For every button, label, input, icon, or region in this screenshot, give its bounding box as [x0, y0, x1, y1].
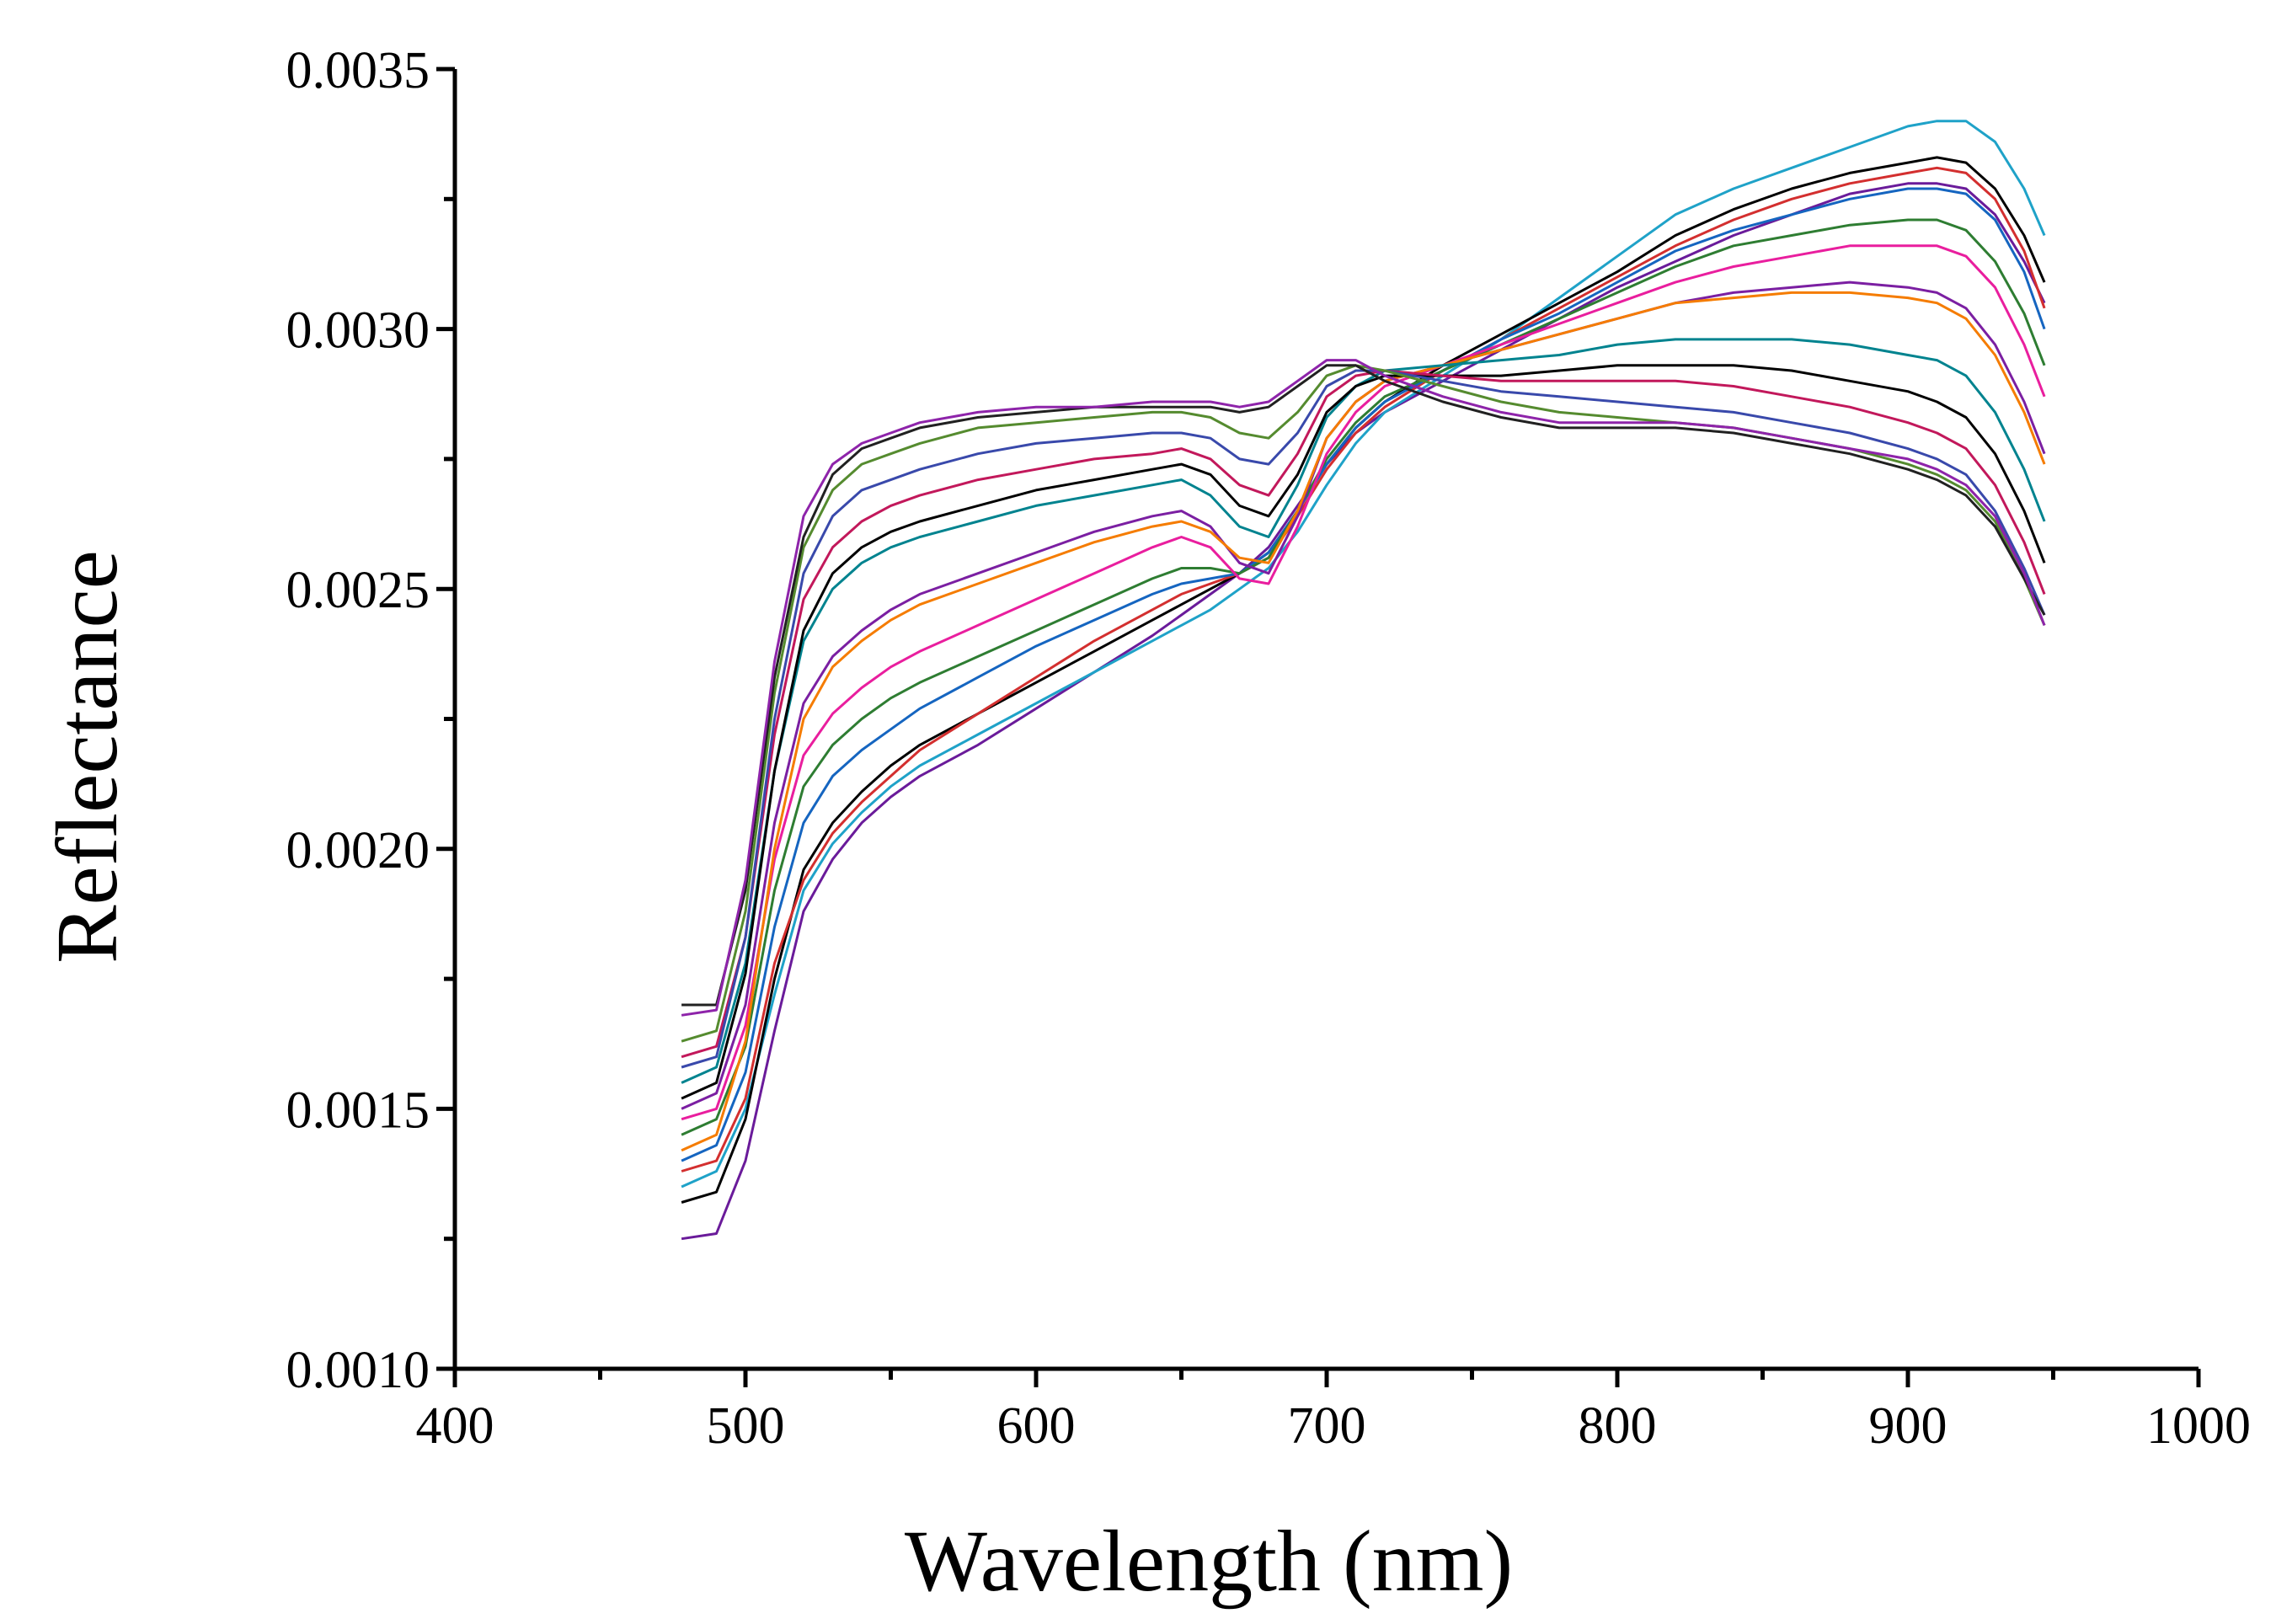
x-axis-title: Wavelength (nm) [905, 1513, 1513, 1610]
axes [452, 69, 2199, 1371]
x-tick-label: 500 [707, 1397, 785, 1455]
series-line-11 [681, 364, 2046, 1100]
series-line-10 [681, 338, 2046, 1084]
series-line-8 [681, 280, 2046, 1110]
series-line-7 [681, 244, 2046, 1121]
y-tick-label: 0.0035 [286, 42, 430, 99]
series-line-2 [681, 120, 2046, 1189]
y-tick-label: 0.0030 [286, 302, 430, 360]
series-line-3 [681, 156, 2046, 1204]
series-lines [681, 120, 2046, 1241]
y-tick-label: 0.0010 [286, 1342, 430, 1399]
x-tick-label: 700 [1288, 1397, 1366, 1455]
y-tick-label: 0.0020 [286, 822, 430, 879]
x-tick-label: 600 [997, 1397, 1076, 1455]
series-line-1 [681, 182, 2046, 1241]
y-tick-label: 0.0025 [286, 562, 430, 619]
x-tick-label: 1000 [2146, 1397, 2251, 1455]
x-ticks: 400 500 600 700 800 900 1000 [416, 1369, 2251, 1455]
y-ticks: 0.0010 0.0015 0.0020 0.0025 0.0030 0.0035 [286, 42, 455, 1399]
y-axis-title: Reflectance [39, 550, 136, 964]
series-line-9 [681, 291, 2046, 1152]
y-tick-label: 0.0015 [286, 1082, 430, 1139]
series-line-16 [681, 359, 2046, 1017]
x-tick-label: 900 [1869, 1397, 1947, 1455]
series-line-6 [681, 218, 2046, 1136]
series-line-5 [681, 187, 2046, 1162]
series-line-12 [681, 369, 2046, 1059]
series-line-15 [681, 364, 2046, 1007]
x-tick-label: 400 [416, 1397, 494, 1455]
x-tick-label: 800 [1579, 1397, 1657, 1455]
series-line-13 [681, 369, 2046, 1069]
series-line-14 [681, 364, 2046, 1043]
